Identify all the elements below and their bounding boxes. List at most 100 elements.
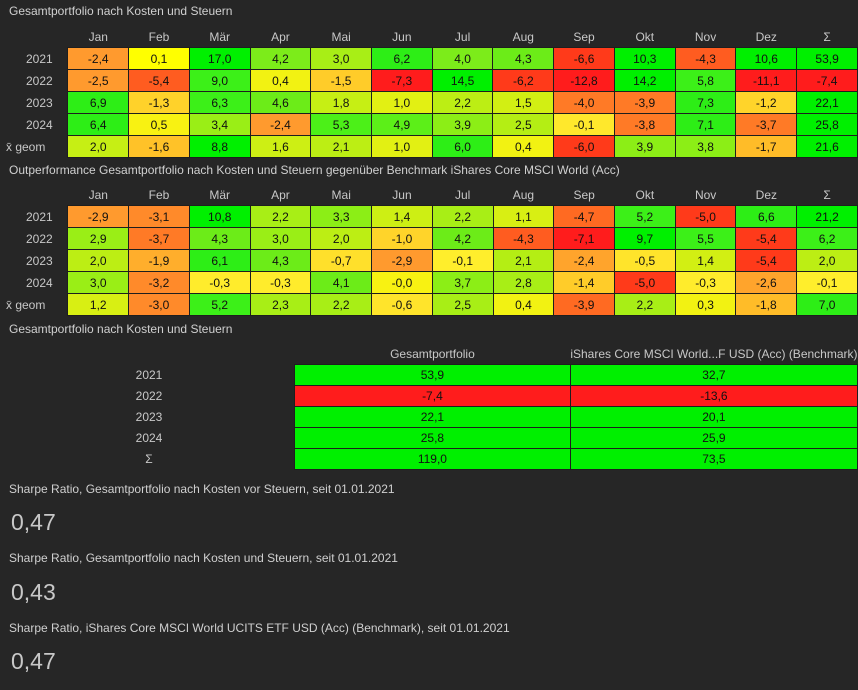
table-row: x̄ geom 2,0 -1,6 8,8 1,6 2,1 1,0 6,0 0,4 -6,0 3,9 3…: [0, 135, 858, 158]
month-header: Σ: [823, 30, 831, 44]
table-row: 2023 2,0 -1,9 6,1 4,3 -0,7 -2,9 -0,1 2,1 -2,4 -0,5…: [0, 249, 858, 272]
portfolio-value-cell: 119,0: [294, 448, 571, 470]
heatmap-cell: 7,0: [796, 293, 858, 316]
sharpe-label-3: Sharpe Ratio, iShares Core MSCI World UC…: [9, 621, 510, 635]
month-header: Mär: [209, 188, 231, 202]
heatmap-cell: 4,3: [492, 47, 555, 70]
row-label: 2023: [135, 410, 163, 424]
heatmap-cell: 2,8: [492, 271, 555, 294]
heatmap-cell: -0,3: [249, 271, 312, 294]
heatmap-cell: 6,2: [371, 47, 433, 70]
corner-cell: [0, 27, 68, 48]
heatmap-cell: 4,2: [249, 47, 312, 70]
heatmap-cell: 4,2: [431, 227, 494, 250]
heatmap-cell: 3,0: [67, 271, 130, 294]
heatmap-cell: 2,2: [431, 205, 494, 228]
heatmap-cell: 2,5: [492, 113, 555, 136]
heatmap-cell: -3,9: [553, 293, 616, 316]
heatmap-cell: 6,4: [67, 113, 130, 136]
row-label: 2022: [26, 231, 53, 246]
table-row: 2021 -2,9 -3,1 10,8 2,2 3,3 1,4 2,2 1,1 -4,7 5,2 -5…: [0, 205, 858, 228]
heatmap-cell: 4,3: [249, 249, 312, 272]
heatmap-cell: 3,0: [310, 47, 372, 70]
heatmap-cell: 10,8: [188, 205, 251, 228]
heatmap-cell: -1,4: [553, 271, 616, 294]
row-label: 2021: [26, 51, 53, 66]
heatmap-cell: 4,1: [310, 271, 373, 294]
month-header: Dez: [755, 188, 778, 202]
heatmap-cell: -12,8: [553, 69, 615, 92]
month-header: Sep: [573, 30, 595, 44]
heatmap-cell: 2,2: [249, 205, 312, 228]
row-label: 2023: [26, 253, 53, 268]
col-portfolio-header: Gesamtportfolio: [390, 347, 475, 361]
heatmap-cell: 6,0: [431, 135, 494, 158]
portfolio-value-cell: 25,8: [294, 427, 571, 449]
heatmap-cell: 6,2: [796, 227, 858, 250]
heatmap-cell: -3,9: [613, 91, 676, 114]
heatmap-cell: -0,1: [796, 271, 858, 294]
heatmap-cell: 3,3: [310, 205, 373, 228]
heatmap-cell: -2,4: [249, 113, 312, 136]
heatmap-cell: 21,2: [796, 205, 858, 228]
heatmap-cell: -7,3: [371, 69, 433, 92]
heatmap-cell: -3,7: [128, 227, 190, 250]
heatmap-cell: 17,0: [188, 47, 251, 70]
heatmap-cell: 1,1: [492, 205, 555, 228]
heatmap-cell: -3,2: [128, 271, 190, 294]
row-label: 2024: [26, 117, 53, 132]
heatmap-cell: 1,8: [310, 91, 372, 114]
heatmap-cell: 0,4: [492, 293, 555, 316]
heatmap-cell: 1,6: [249, 135, 312, 158]
benchmark-value-cell: 25,9: [569, 427, 858, 449]
heatmap-cell: -3,1: [128, 205, 190, 228]
month-header: Okt: [635, 188, 655, 202]
heatmap-cell: -4,3: [674, 47, 737, 70]
heatmap-cell: 3,9: [431, 113, 494, 136]
heatmap-cell: -0,6: [371, 293, 433, 316]
corner-cell: [0, 185, 68, 206]
table-row: 2024 25,8 25,9: [0, 427, 858, 449]
row-label: Σ: [145, 452, 153, 466]
table-row: 2022 2,9 -3,7 4,3 3,0 2,0 -1,0 4,2 -4,3 -7,1 9,7 5,…: [0, 227, 858, 250]
heatmap-cell: -5,0: [674, 205, 737, 228]
heatmap-cell: -1,7: [735, 135, 798, 158]
sharpe-value-3: 0,47: [11, 648, 56, 674]
heatmap-cell: -1,2: [735, 91, 798, 114]
month-header: Jan: [88, 188, 108, 202]
heatmap-cell: 4,3: [188, 227, 251, 250]
month-header: Nov: [694, 30, 717, 44]
heatmap-cell: 2,2: [310, 293, 373, 316]
heatmap-cell: -2,9: [371, 249, 433, 272]
heatmap-cell: 1,4: [371, 205, 433, 228]
portfolio-value-cell: 22,1: [294, 406, 571, 428]
month-header: Mär: [209, 30, 231, 44]
month-header: Sep: [573, 188, 595, 202]
heatmap-cell: 8,8: [188, 135, 251, 158]
month-header: Nov: [694, 188, 717, 202]
heatmap-cell: -2,6: [735, 271, 798, 294]
table-row: 2024 6,4 0,5 3,4 -2,4 5,3 4,9 3,9 2,5 -0,1 -3,8 7,1…: [0, 113, 858, 136]
heatmap-cell: 9,0: [188, 69, 251, 92]
heatmap-cell: 0,4: [249, 69, 312, 92]
month-header: Apr: [271, 30, 290, 44]
heatmap-cell: 14,5: [431, 69, 494, 92]
heatmap-cell: -0,7: [310, 249, 373, 272]
heatmap-cell: -2,4: [67, 47, 130, 70]
heatmap-cell: 3,9: [613, 135, 676, 158]
heatmap-cell: -1,3: [128, 91, 190, 114]
month-header: Dez: [755, 30, 777, 44]
row-label: 2023: [26, 95, 53, 110]
table-row: Σ 119,0 73,5: [0, 448, 858, 470]
heatmap-cell: 6,3: [188, 91, 251, 114]
portfolio-value-cell: 53,9: [294, 364, 571, 386]
heatmap-cell: 0,4: [492, 135, 555, 158]
heatmap-cell: 2,5: [431, 293, 494, 316]
row-label: 2024: [135, 431, 163, 445]
heatmap-cell: 3,4: [188, 113, 251, 136]
heatmap-cell: -4,7: [553, 205, 616, 228]
month-header: Σ: [823, 188, 831, 202]
heatmap-cell: 7,1: [674, 113, 737, 136]
heatmap-cell: 5,8: [674, 69, 737, 92]
heatmap-cell: 5,2: [188, 293, 251, 316]
